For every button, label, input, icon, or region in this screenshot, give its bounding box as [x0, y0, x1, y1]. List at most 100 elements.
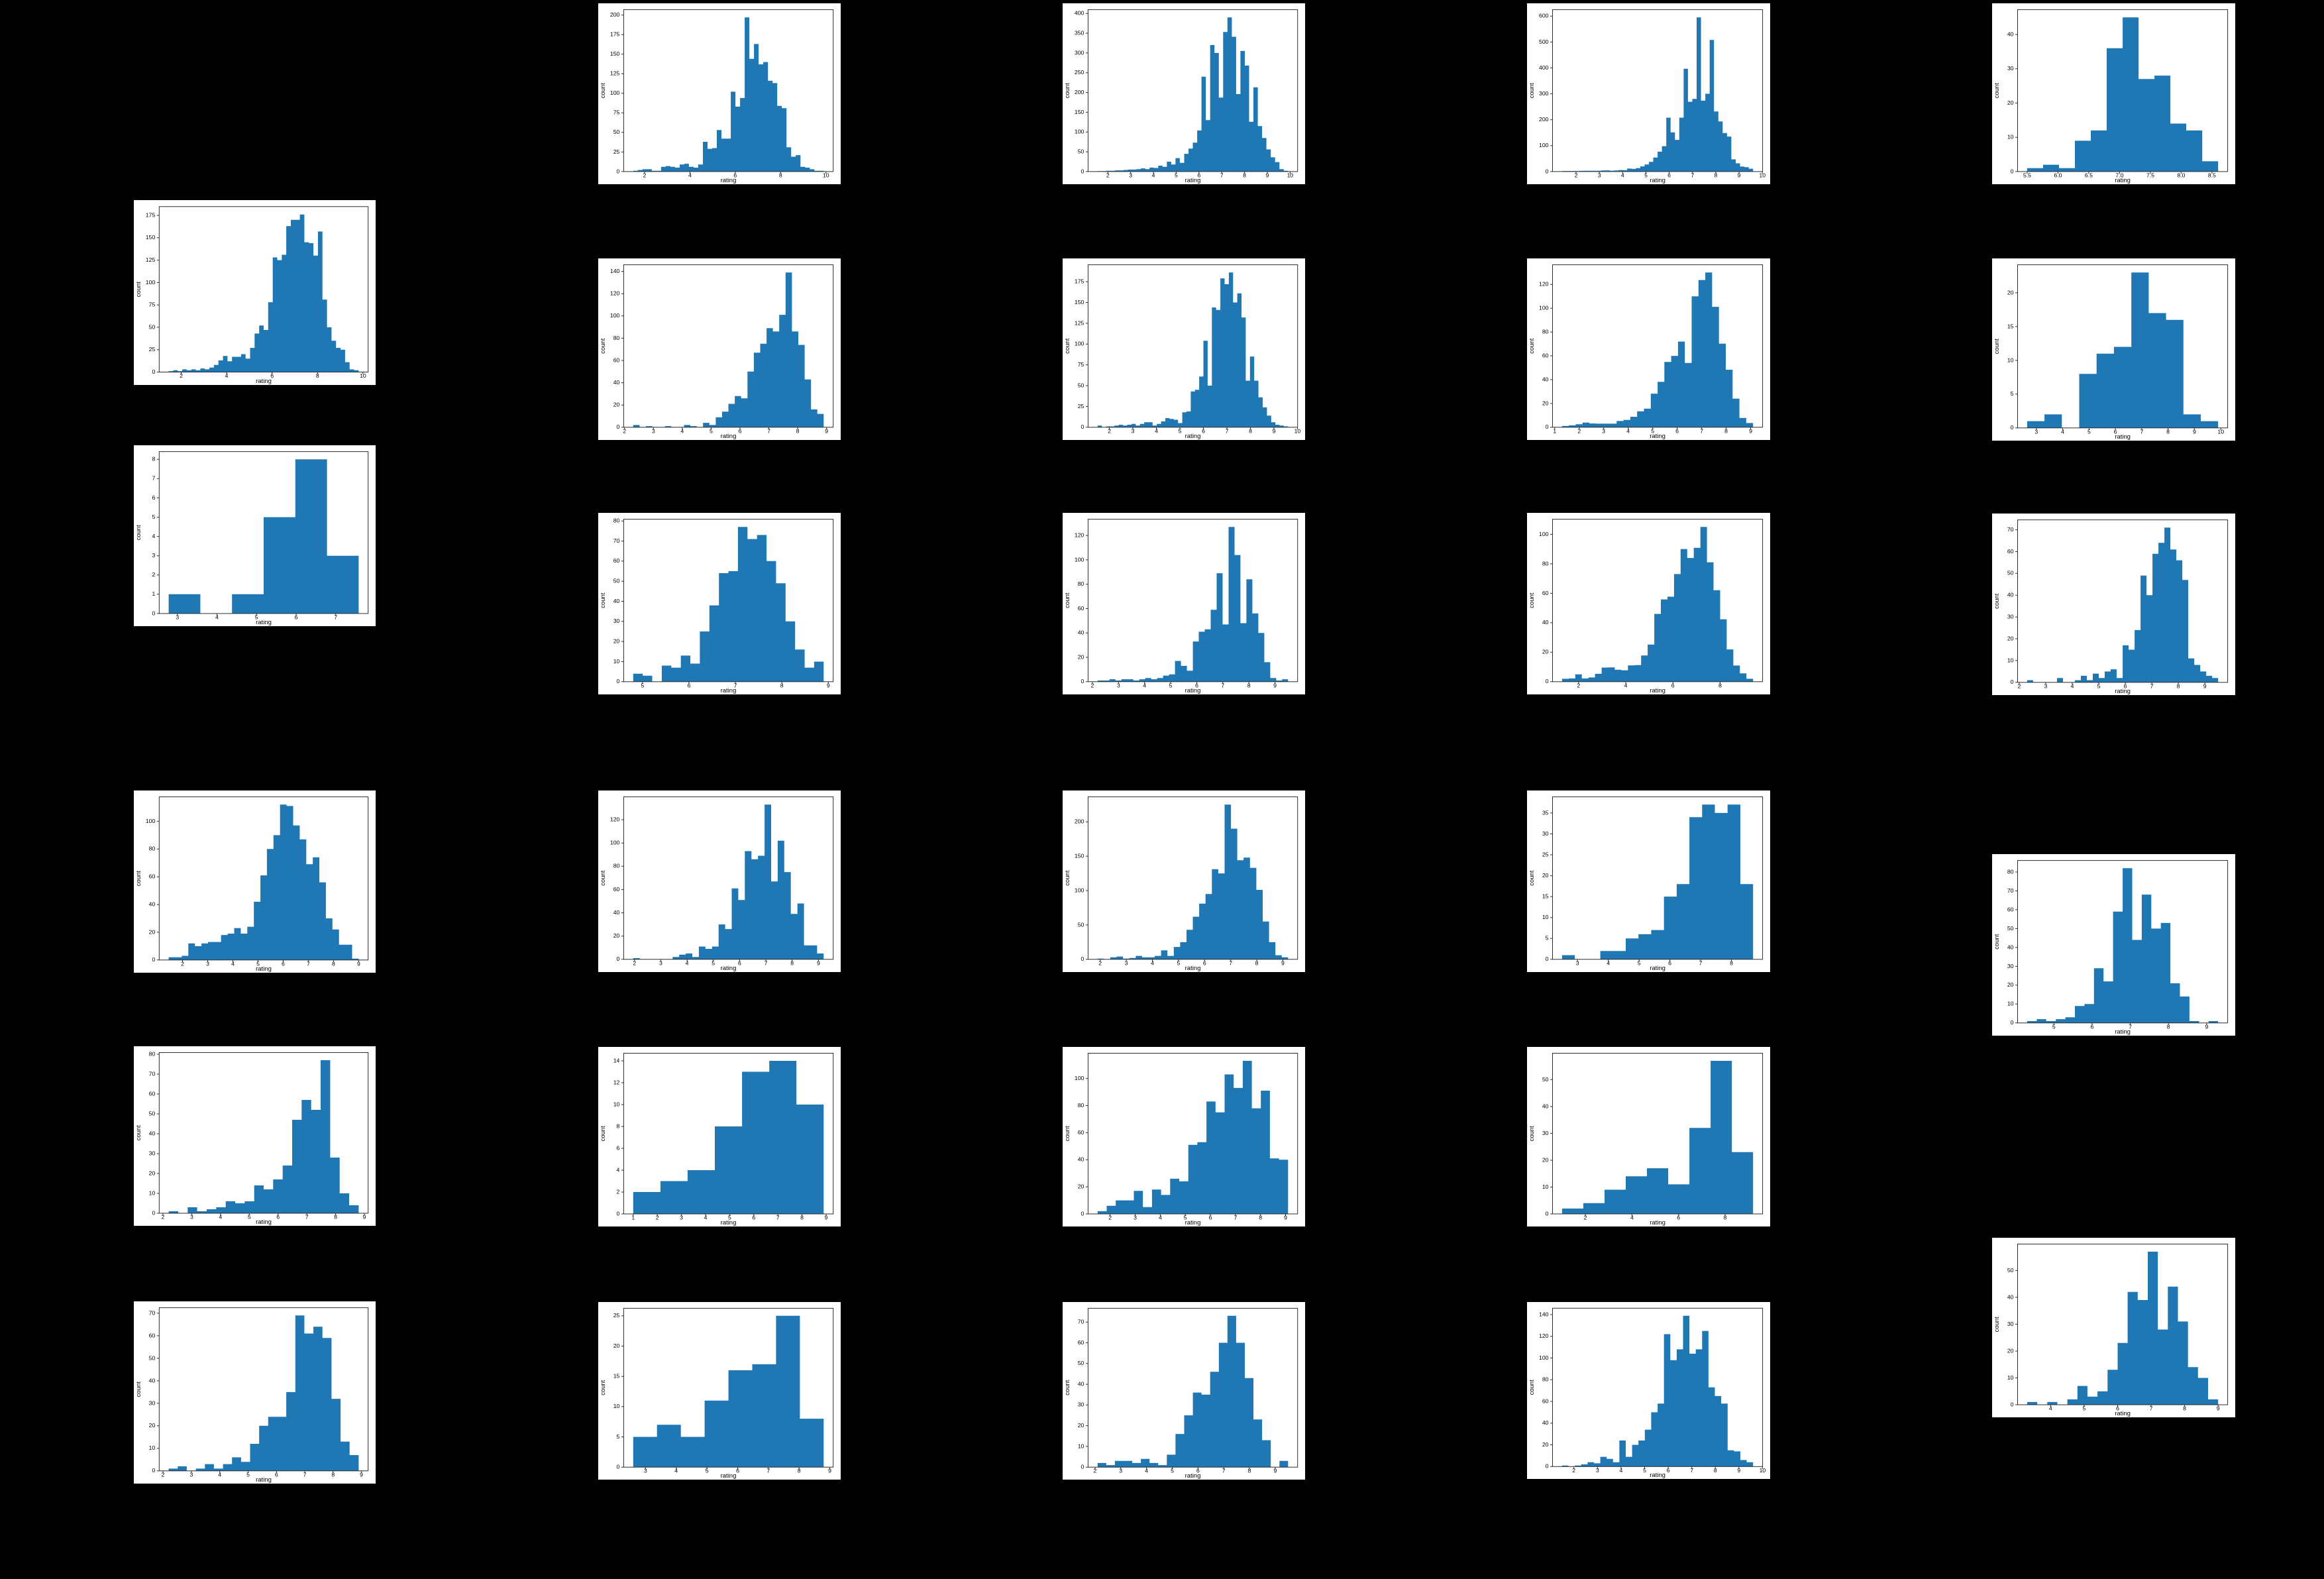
- svg-text:20: 20: [1078, 653, 1084, 660]
- svg-text:9: 9: [828, 1468, 831, 1474]
- svg-text:3: 3: [206, 960, 209, 967]
- svg-text:250: 250: [1075, 69, 1084, 76]
- svg-text:15: 15: [2007, 323, 2014, 329]
- svg-text:100: 100: [1539, 142, 1549, 148]
- svg-text:8.5: 8.5: [2208, 172, 2216, 178]
- svg-text:50: 50: [149, 323, 156, 330]
- svg-text:9: 9: [1273, 427, 1276, 434]
- svg-text:80: 80: [2007, 868, 2014, 875]
- svg-text:60: 60: [1542, 352, 1549, 358]
- svg-text:40: 40: [613, 909, 620, 916]
- svg-text:4: 4: [674, 1468, 678, 1474]
- svg-text:10: 10: [1760, 1467, 1766, 1474]
- svg-text:20: 20: [1542, 400, 1549, 406]
- svg-text:0: 0: [1081, 1464, 1084, 1470]
- svg-text:count: count: [1528, 83, 1536, 99]
- svg-text:count: count: [600, 83, 607, 99]
- svg-text:9: 9: [357, 960, 360, 967]
- svg-text:rating: rating: [1650, 433, 1665, 440]
- svg-text:40: 40: [1078, 1156, 1084, 1163]
- svg-text:7: 7: [303, 1471, 307, 1478]
- svg-text:8: 8: [1730, 959, 1733, 966]
- svg-text:5: 5: [2011, 390, 2014, 397]
- svg-text:0: 0: [2011, 424, 2014, 431]
- svg-text:7: 7: [334, 614, 337, 620]
- svg-text:0: 0: [1081, 423, 1084, 430]
- svg-text:100: 100: [610, 840, 620, 846]
- svg-text:30: 30: [2007, 963, 2014, 969]
- svg-text:rating: rating: [2115, 177, 2131, 184]
- svg-text:600: 600: [1539, 13, 1549, 19]
- svg-text:100: 100: [1539, 1354, 1549, 1361]
- svg-text:6: 6: [736, 1468, 739, 1474]
- svg-text:5.5: 5.5: [2023, 172, 2031, 178]
- svg-text:8: 8: [331, 1471, 335, 1478]
- svg-text:0: 0: [1081, 678, 1084, 684]
- svg-text:5: 5: [617, 1433, 620, 1440]
- svg-text:125: 125: [146, 256, 156, 263]
- svg-text:3: 3: [190, 1214, 193, 1221]
- svg-text:count: count: [1064, 338, 1071, 354]
- svg-text:150: 150: [1075, 299, 1084, 305]
- svg-text:8: 8: [1255, 959, 1259, 966]
- svg-text:4: 4: [215, 614, 219, 620]
- svg-text:count: count: [1064, 83, 1071, 99]
- svg-text:200: 200: [610, 11, 620, 18]
- svg-text:40: 40: [1542, 1103, 1549, 1109]
- svg-text:2: 2: [1577, 427, 1581, 434]
- svg-text:count: count: [1993, 1317, 2001, 1333]
- svg-text:5: 5: [1177, 959, 1180, 966]
- svg-text:100: 100: [1539, 305, 1549, 311]
- svg-text:5: 5: [2087, 428, 2091, 435]
- svg-text:40: 40: [1078, 1381, 1084, 1388]
- svg-text:30: 30: [1542, 1130, 1549, 1136]
- svg-text:175: 175: [610, 31, 620, 38]
- svg-text:75: 75: [149, 301, 156, 308]
- svg-text:6.5: 6.5: [2085, 172, 2093, 178]
- svg-text:9: 9: [1737, 1467, 1740, 1474]
- svg-text:60: 60: [149, 873, 156, 880]
- svg-text:0: 0: [617, 955, 620, 962]
- svg-text:count: count: [135, 525, 142, 541]
- svg-text:6: 6: [2090, 1023, 2093, 1030]
- svg-text:6: 6: [752, 1215, 755, 1221]
- svg-text:60: 60: [613, 356, 620, 363]
- svg-text:rating: rating: [2115, 433, 2131, 441]
- svg-text:count: count: [600, 1126, 607, 1142]
- svg-text:10: 10: [613, 1101, 620, 1107]
- svg-text:9: 9: [1273, 682, 1277, 688]
- svg-text:5: 5: [246, 1471, 250, 1478]
- svg-text:80: 80: [1542, 1376, 1549, 1383]
- svg-text:100: 100: [1075, 1075, 1084, 1081]
- svg-text:6: 6: [295, 614, 298, 620]
- svg-text:3: 3: [189, 1471, 193, 1478]
- svg-text:2: 2: [1108, 1215, 1112, 1221]
- svg-text:0: 0: [617, 423, 620, 430]
- svg-text:2: 2: [617, 1188, 620, 1195]
- svg-text:25: 25: [613, 148, 620, 155]
- svg-text:4: 4: [1143, 682, 1146, 688]
- svg-text:5: 5: [1175, 172, 1178, 178]
- svg-text:200: 200: [1075, 818, 1084, 825]
- svg-text:10: 10: [2007, 134, 2014, 140]
- svg-text:count: count: [135, 282, 142, 298]
- svg-text:50: 50: [613, 129, 620, 135]
- svg-text:count: count: [135, 1125, 142, 1141]
- svg-text:5: 5: [1651, 427, 1654, 434]
- svg-text:2: 2: [1108, 427, 1111, 434]
- svg-text:70: 70: [2007, 526, 2014, 533]
- svg-text:25: 25: [613, 1312, 620, 1319]
- svg-text:40: 40: [2007, 31, 2014, 38]
- svg-text:120: 120: [610, 816, 620, 823]
- svg-text:2: 2: [2017, 682, 2021, 689]
- svg-text:0: 0: [1546, 955, 1549, 962]
- svg-text:4: 4: [1624, 682, 1628, 688]
- svg-text:rating: rating: [721, 177, 737, 184]
- svg-text:count: count: [1993, 83, 2001, 99]
- svg-text:175: 175: [1075, 278, 1084, 285]
- svg-text:count: count: [1064, 1126, 1071, 1142]
- svg-text:30: 30: [2007, 614, 2014, 620]
- svg-text:2: 2: [656, 1215, 659, 1221]
- svg-text:count: count: [1993, 934, 2001, 950]
- svg-text:9: 9: [363, 1214, 366, 1221]
